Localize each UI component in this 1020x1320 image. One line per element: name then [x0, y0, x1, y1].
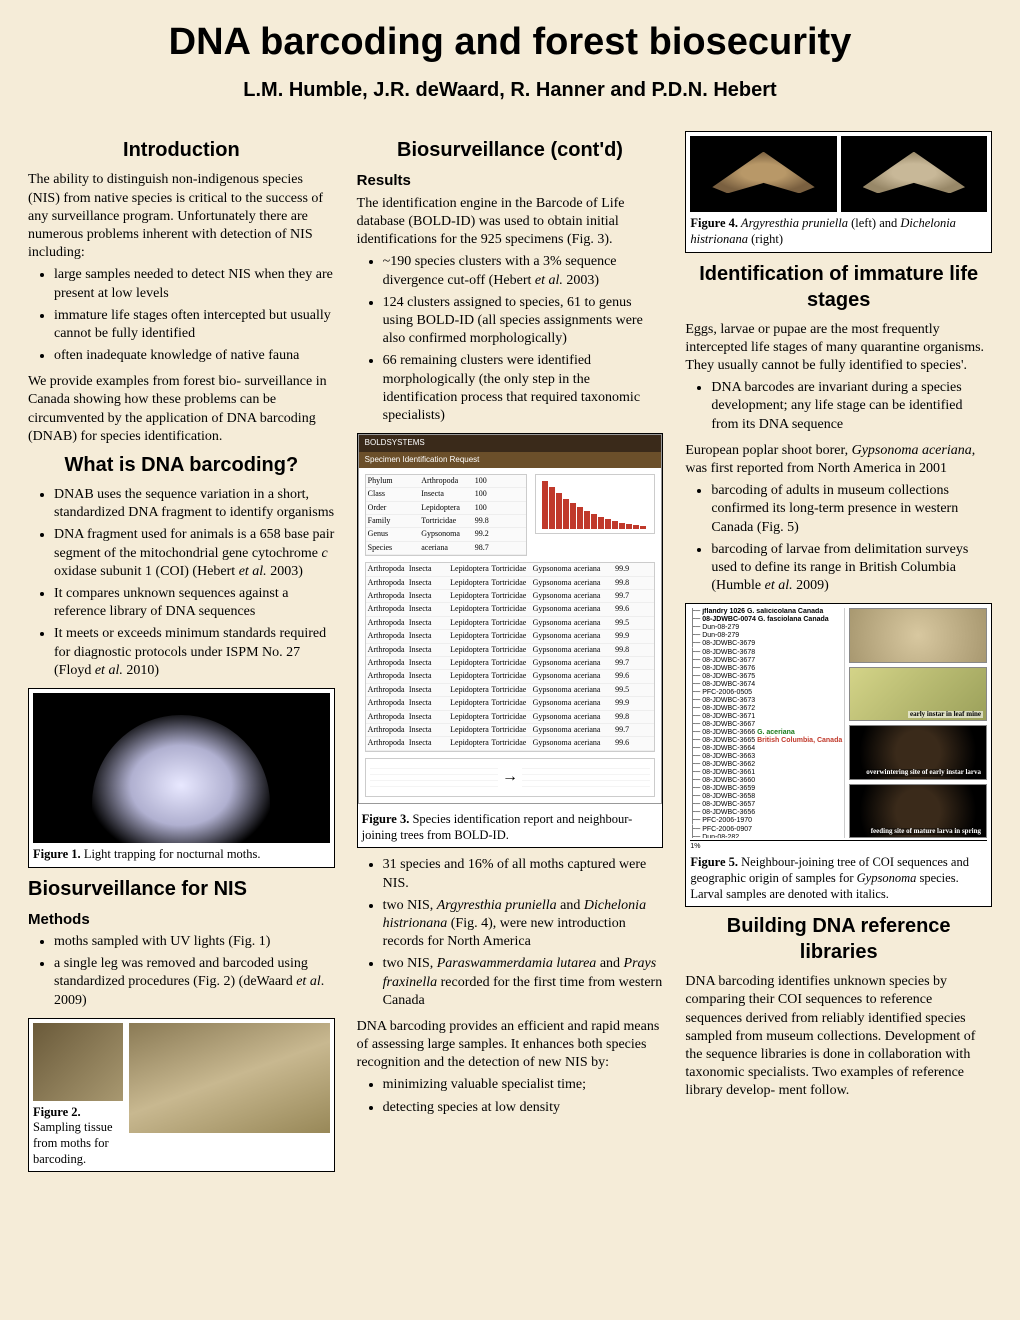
column-left: Introduction The ability to distinguish …	[28, 131, 335, 1180]
figure-3: BOLDSYSTEMS Specimen Identification Requ…	[357, 433, 664, 848]
figure-5-img-c: overwintering site of early instar larva	[849, 725, 987, 780]
immature-text-2: European poplar shoot borer, Gypsonoma a…	[685, 442, 992, 478]
results-summary: DNA barcoding provides an efficient and …	[357, 1018, 664, 1073]
list-item: DNA barcodes are invariant during a spec…	[711, 379, 992, 434]
figure-5-tree: ├─ jflandry 1026 G. salicicolana Canada├…	[690, 608, 845, 838]
results-text: The identification engine in the Barcode…	[357, 195, 664, 250]
figure-4-image-right	[841, 136, 987, 212]
bold-header: BOLDSYSTEMS	[359, 435, 662, 451]
list-item: two NIS, Paraswammerdamia lutarea and Pr…	[383, 955, 664, 1010]
poster-authors: L.M. Humble, J.R. deWaard, R. Hanner and…	[28, 77, 992, 103]
bold-divergence-chart	[535, 474, 655, 534]
figure-4-caption: Figure 4. Argyresthia pruniella (left) a…	[690, 216, 987, 247]
bold-matches-table: ArthropodaInsectaLepidopteraTortricidaeG…	[365, 562, 656, 751]
biosurv-heading: Biosurveillance for NIS	[28, 876, 335, 902]
list-item: barcoding of adults in museum collection…	[711, 482, 992, 537]
figure-5-img-d: feeding site of mature larva in spring	[849, 784, 987, 839]
what-bullets: DNAB uses the sequence variation in a sh…	[28, 486, 335, 680]
figure-1-image	[33, 693, 330, 843]
column-right: Figure 4. Argyresthia pruniella (left) a…	[685, 131, 992, 1180]
list-item: 66 remaining clusters were identified mo…	[383, 352, 664, 425]
list-item: 124 clusters assigned to species, 61 to …	[383, 294, 664, 349]
libraries-heading: Building DNA reference libraries	[685, 913, 992, 965]
list-item: It meets or exceeds minimum standards re…	[54, 625, 335, 680]
bold-id-screenshot: BOLDSYSTEMS Specimen Identification Requ…	[358, 434, 663, 804]
list-item: large samples needed to detect NIS when …	[54, 266, 335, 302]
tree-left	[370, 763, 498, 792]
immature-text: Eggs, larvae or pupae are the most frequ…	[685, 321, 992, 376]
list-item: barcoding of larvae from delimitation su…	[711, 541, 992, 596]
list-item: moths sampled with UV lights (Fig. 1)	[54, 933, 335, 951]
list-item: ~190 species clusters with a 3% sequence…	[383, 253, 664, 289]
results-bullets-2: 31 species and 16% of all moths captured…	[357, 856, 664, 1010]
methods-subhead: Methods	[28, 910, 335, 930]
poster-title: DNA barcoding and forest biosecurity	[28, 18, 992, 67]
intro-heading: Introduction	[28, 137, 335, 163]
list-item: a single leg was removed and barcoded us…	[54, 955, 335, 1010]
intro-text: The ability to distinguish non-indigenou…	[28, 171, 335, 262]
list-item: It compares unknown sequences against a …	[54, 585, 335, 621]
figure-2: Figure 2. Sampling tissue from moths for…	[28, 1018, 335, 1173]
figure-5-scale: 1%	[690, 840, 987, 851]
results-bullets: ~190 species clusters with a 3% sequence…	[357, 253, 664, 425]
list-item: immature life stages often intercepted b…	[54, 307, 335, 343]
list-item: DNAB uses the sequence variation in a sh…	[54, 486, 335, 522]
bold-subheader: Specimen Identification Request	[359, 452, 662, 468]
libraries-text: DNA barcoding identifies unknown species…	[685, 973, 992, 1100]
biosurv2-heading: Biosurveillance (cont'd)	[357, 137, 664, 163]
figure-1-caption: Figure 1. Light trapping for nocturnal m…	[33, 847, 330, 863]
methods-bullets: moths sampled with UV lights (Fig. 1) a …	[28, 933, 335, 1010]
bold-taxonomy-table: PhylumArthropoda100ClassInsecta100OrderL…	[365, 474, 528, 556]
figure-2-image-b	[129, 1023, 330, 1133]
figure-5-images: early instar in leaf mine overwintering …	[849, 608, 987, 838]
figure-3-caption: Figure 3. Species identification report …	[358, 808, 663, 847]
arrow-icon: →	[502, 767, 518, 788]
figure-4: Figure 4. Argyresthia pruniella (left) a…	[685, 131, 992, 252]
intro-bullets: large samples needed to detect NIS when …	[28, 266, 335, 365]
what-heading: What is DNA barcoding?	[28, 452, 335, 478]
figure-4-image-left	[690, 136, 836, 212]
tree-right	[522, 763, 650, 792]
list-item: DNA fragment used for animals is a 658 b…	[54, 526, 335, 581]
figure-2-image-a	[33, 1023, 123, 1101]
figure-5-img-b: early instar in leaf mine	[849, 667, 987, 722]
immature-heading: Identification of immature life stages	[685, 261, 992, 313]
figure-2-caption: Figure 2. Sampling tissue from moths for…	[33, 1105, 123, 1168]
column-middle: Biosurveillance (cont'd) Results The ide…	[357, 131, 664, 1180]
results-subhead: Results	[357, 171, 664, 191]
bold-tree-panel: →	[365, 758, 656, 797]
list-item: minimizing valuable specialist time;	[383, 1076, 664, 1094]
immature-bullets: DNA barcodes are invariant during a spec…	[685, 379, 992, 434]
figure-5-caption: Figure 5. Neighbour-joining tree of COI …	[690, 855, 987, 902]
immature-bullets-2: barcoding of adults in museum collection…	[685, 482, 992, 595]
list-item: detecting species at low density	[383, 1099, 664, 1117]
results-bullets-3: minimizing valuable specialist time; det…	[357, 1076, 664, 1116]
columns-container: Introduction The ability to distinguish …	[28, 131, 992, 1180]
intro-text-2: We provide examples from forest bio- sur…	[28, 373, 335, 446]
figure-1: Figure 1. Light trapping for nocturnal m…	[28, 688, 335, 868]
list-item: often inadequate knowledge of native fau…	[54, 347, 335, 365]
figure-5: ├─ jflandry 1026 G. salicicolana Canada├…	[685, 603, 992, 907]
list-item: two NIS, Argyresthia pruniella and Diche…	[383, 897, 664, 952]
figure-5-img-a	[849, 608, 987, 663]
list-item: 31 species and 16% of all moths captured…	[383, 856, 664, 892]
